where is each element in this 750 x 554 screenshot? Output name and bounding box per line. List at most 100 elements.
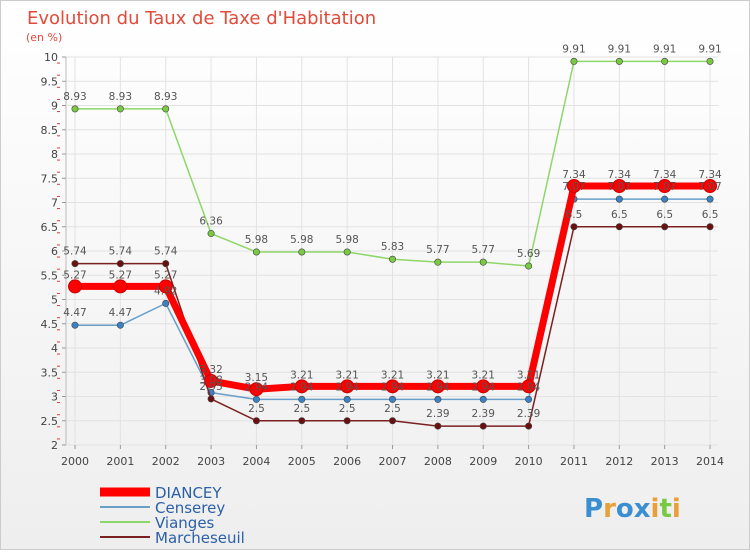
brand-logo-text: Proxiti <box>584 494 681 524</box>
data-point-vianges <box>207 230 215 238</box>
legend-label-vianges: Vianges <box>155 514 215 532</box>
brand-letter: i <box>651 494 660 524</box>
data-label-diancey: 7.34 <box>608 169 632 181</box>
data-label-vianges: 9.91 <box>653 43 676 55</box>
data-label-marcheseuil: 2.5 <box>339 403 356 415</box>
data-label-marcheseuil: 2.39 <box>426 408 449 420</box>
data-label-marcheseuil: 5.74 <box>63 246 87 258</box>
data-label-censerey: 2.94 <box>290 381 314 393</box>
x-tick-label: 2007 <box>379 455 407 468</box>
data-label-censerey: 7.07 <box>698 181 721 193</box>
x-tick-label: 2009 <box>469 455 497 468</box>
x-tick-label: 2006 <box>333 455 361 468</box>
data-point-diancey <box>68 279 82 294</box>
x-tick-label: 2011 <box>560 455 588 468</box>
data-point-censerey <box>434 395 442 403</box>
data-point-censerey <box>525 395 533 403</box>
x-tick-label: 2001 <box>106 455 134 468</box>
y-tick-label: 2.5 <box>41 415 59 428</box>
x-tick-label: 2010 <box>515 455 543 468</box>
legend-label-censerey: Censerey <box>155 499 225 517</box>
data-point-vianges <box>434 258 442 266</box>
x-tick-label: 2012 <box>605 455 633 468</box>
data-label-marcheseuil: 6.5 <box>566 209 583 221</box>
data-label-diancey: 5.27 <box>63 269 86 281</box>
y-tick-label: 4 <box>51 342 58 355</box>
data-label-censerey: 2.94 <box>245 381 269 393</box>
data-point-vianges <box>525 262 533 270</box>
data-label-diancey: 5.27 <box>109 269 132 281</box>
x-tick-label: 2008 <box>424 455 452 468</box>
data-point-diancey <box>703 179 718 194</box>
data-point-vianges <box>298 248 306 256</box>
data-label-marcheseuil: 5.74 <box>154 246 178 258</box>
data-point-vianges <box>389 255 397 263</box>
data-label-vianges: 6.36 <box>199 216 223 228</box>
data-point-marcheseuil <box>389 417 397 425</box>
x-tick-label: 2013 <box>651 455 679 468</box>
data-label-diancey: 3.21 <box>472 369 495 381</box>
data-point-diancey <box>385 379 400 394</box>
data-point-diancey <box>294 379 309 394</box>
data-point-vianges <box>252 248 260 256</box>
data-point-censerey <box>298 395 306 403</box>
data-label-marcheseuil: 6.5 <box>702 209 719 221</box>
data-label-marcheseuil: 2.5 <box>293 403 310 415</box>
data-point-censerey <box>116 321 124 329</box>
data-point-marcheseuil <box>252 417 260 425</box>
legend-label-diancey: DIANCEY <box>155 484 222 502</box>
data-point-censerey <box>343 395 351 403</box>
data-point-diancey <box>430 379 445 394</box>
data-label-vianges: 5.69 <box>517 248 540 260</box>
data-point-marcheseuil <box>116 260 124 268</box>
brand-letter: P <box>584 494 603 524</box>
x-tick-label: 2003 <box>197 455 225 468</box>
data-label-censerey: 3.08 <box>199 375 222 387</box>
y-tick-label: 8.5 <box>41 124 59 137</box>
data-point-diancey <box>340 379 355 394</box>
data-label-censerey: 7.07 <box>562 181 585 193</box>
data-label-censerey: 2.94 <box>517 381 541 393</box>
data-label-censerey: 2.94 <box>335 381 359 393</box>
data-label-vianges: 9.91 <box>608 43 631 55</box>
data-label-diancey: 7.34 <box>562 169 586 181</box>
data-point-marcheseuil <box>343 417 351 425</box>
data-label-censerey: 4.47 <box>63 307 86 319</box>
data-label-vianges: 9.91 <box>698 43 721 55</box>
data-point-vianges <box>162 105 170 113</box>
data-label-vianges: 8.93 <box>63 91 86 103</box>
x-tick-label: 2005 <box>288 455 316 468</box>
x-tick-label: 2002 <box>152 455 180 468</box>
data-label-diancey: 3.21 <box>517 369 540 381</box>
data-label-vianges: 5.98 <box>290 234 313 246</box>
chart-subtitle: (en %) <box>26 31 62 44</box>
data-point-marcheseuil <box>479 422 487 430</box>
x-tick-label: 2004 <box>242 455 270 468</box>
data-point-censerey <box>252 395 260 403</box>
data-point-censerey <box>661 195 669 203</box>
data-label-diancey: 3.15 <box>245 372 268 384</box>
y-tick-label: 7.5 <box>41 172 59 185</box>
data-point-marcheseuil <box>706 223 714 231</box>
y-tick-label: 6.5 <box>41 221 59 234</box>
data-point-diancey <box>249 382 264 397</box>
data-label-marcheseuil: 5.74 <box>109 246 133 258</box>
data-label-censerey: 2.94 <box>381 381 405 393</box>
brand-letter: r <box>603 494 616 524</box>
legend-label-marcheseuil: Marcheseuil <box>155 529 245 547</box>
data-point-censerey <box>706 195 714 203</box>
data-point-vianges <box>343 248 351 256</box>
data-label-marcheseuil: 2.39 <box>517 408 540 420</box>
data-label-vianges: 5.83 <box>381 241 404 253</box>
data-label-vianges: 8.93 <box>154 91 177 103</box>
y-tick-label: 5.5 <box>41 269 59 282</box>
data-point-vianges <box>706 57 714 65</box>
y-tick-label: 10 <box>44 51 58 64</box>
data-point-diancey <box>158 279 173 294</box>
y-tick-label: 4.5 <box>41 318 59 331</box>
data-point-marcheseuil <box>434 422 442 430</box>
x-tick-label: 2000 <box>61 455 89 468</box>
series-layer <box>68 57 718 430</box>
